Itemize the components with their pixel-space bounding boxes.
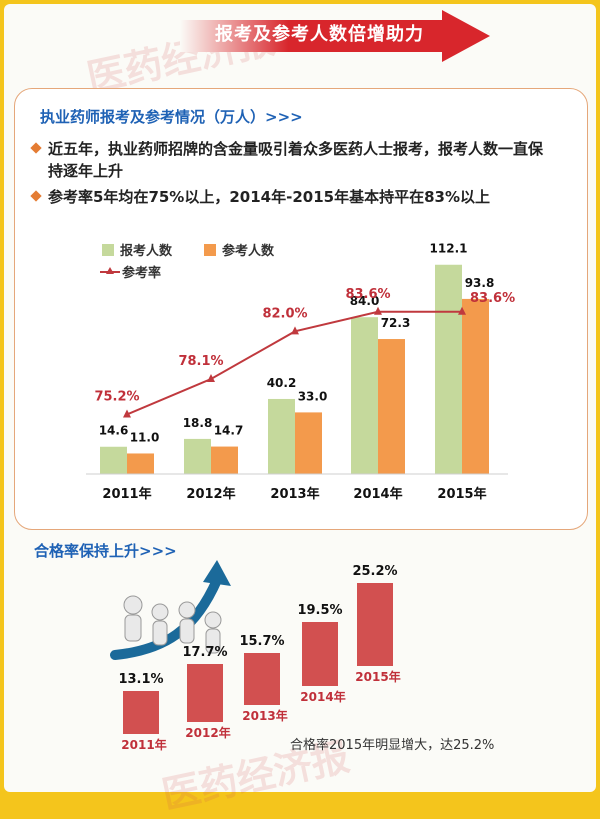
pass-rate-value-label: 19.5% (297, 603, 342, 618)
bullet-text: 参考率5年均在75%以上，2014年-2015年基本持平在83%以上 (48, 188, 490, 206)
pass-rate-year-label: 2014年 (300, 689, 345, 704)
banner-arrow-icon (180, 10, 490, 62)
bar-value-label: 14.7 (214, 424, 244, 438)
rate-point (291, 326, 299, 335)
bar-registered (268, 398, 295, 474)
pass-rate-note: 合格率2015年明显增大，达25.2% (290, 738, 495, 753)
rate-value-label: 75.2% (94, 389, 139, 404)
pass-rate-bar (302, 622, 338, 686)
x-tick-label: 2011年 (102, 486, 151, 502)
pass-rate-chart: 13.1% 2011年 17.7% 2012年 15.7% 2013年 19.5% 2014年… (118, 564, 400, 752)
rate-point (123, 409, 131, 418)
bar-attended (127, 453, 154, 474)
rate-value-label: 83.6% (345, 287, 390, 302)
legend-label: 参考人数 (222, 243, 275, 259)
bar-value-label: 112.1 (430, 242, 468, 256)
bar-attended (295, 412, 322, 474)
legend-marker (106, 267, 114, 274)
x-tick-label: 2014年 (353, 486, 402, 502)
section-title-registration: 执业药师报考及参考情况（万人）>>> (40, 108, 303, 126)
bullet-text: 近五年，执业药师招牌的含金量吸引着众多医药人士报考，报考人数一直保持逐年上升 (48, 140, 544, 180)
bar-value-label: 11.0 (130, 430, 160, 444)
pass-rate-value-label: 17.7% (182, 645, 227, 660)
pass-rate-value-label: 15.7% (239, 634, 284, 649)
banner-title: 报考及参考人数倍增助力 (215, 24, 424, 45)
legend-swatch (204, 244, 216, 256)
bar-value-label: 93.8 (465, 276, 495, 290)
pass-rate-bar (123, 691, 159, 734)
pass-rate-value-label: 25.2% (352, 564, 397, 579)
bar-attended (462, 298, 489, 474)
growth-people-illustration (110, 560, 231, 660)
rate-value-label: 83.6% (470, 291, 515, 306)
pass-rate-bar (187, 664, 223, 722)
pass-rate-year-label: 2012年 (185, 725, 230, 740)
pass-rate-value-label: 13.1% (118, 672, 163, 687)
bar-attended (378, 339, 405, 474)
rate-point (374, 306, 382, 315)
rate-point (207, 374, 215, 382)
bar-value-label: 84.0 (350, 294, 380, 308)
bar-value-label: 18.8 (183, 416, 213, 430)
rate-value-label: 78.1% (178, 354, 223, 369)
legend-label: 报考人数 (120, 243, 173, 259)
legend-label: 参考率 (122, 265, 161, 281)
rate-value-label: 82.0% (262, 306, 307, 321)
pass-rate-bar (244, 653, 280, 705)
pass-rate-year-label: 2013年 (242, 708, 287, 723)
growth-arrow-icon (110, 575, 222, 660)
page: 医药经济报 医药经济报 医药经济报 报考及参考人数倍增助力 执业药师报考及参考情… (4, 4, 596, 817)
bar-attended (211, 446, 238, 474)
section-title-pass-rate: 合格率保持上升>>> (34, 542, 177, 560)
pass-rate-year-label: 2015年 (355, 669, 400, 684)
bar-value-label: 72.3 (381, 316, 411, 330)
x-tick-label: 2012年 (186, 486, 235, 502)
x-tick-label: 2015年 (437, 486, 486, 502)
bullet-item: 参考率5年均在75%以上，2014年-2015年基本持平在83%以上 (30, 186, 548, 208)
bullet-item: 近五年，执业药师招牌的含金量吸引着众多医药人士报考，报考人数一直保持逐年上升 (30, 138, 548, 182)
bar-value-label: 33.0 (298, 389, 328, 403)
legend-swatch (102, 244, 114, 256)
rate-point (458, 306, 466, 315)
x-tick-label: 2013年 (270, 486, 319, 502)
bar-value-label: 14.6 (99, 424, 129, 438)
bar-registered (351, 317, 378, 474)
pass-rate-year-label: 2011年 (121, 737, 166, 752)
bar-registered (100, 446, 127, 474)
bar-registered (184, 438, 211, 474)
bar-value-label: 40.2 (267, 376, 297, 390)
bar-registered (435, 264, 462, 474)
pass-rate-bar (357, 583, 393, 666)
